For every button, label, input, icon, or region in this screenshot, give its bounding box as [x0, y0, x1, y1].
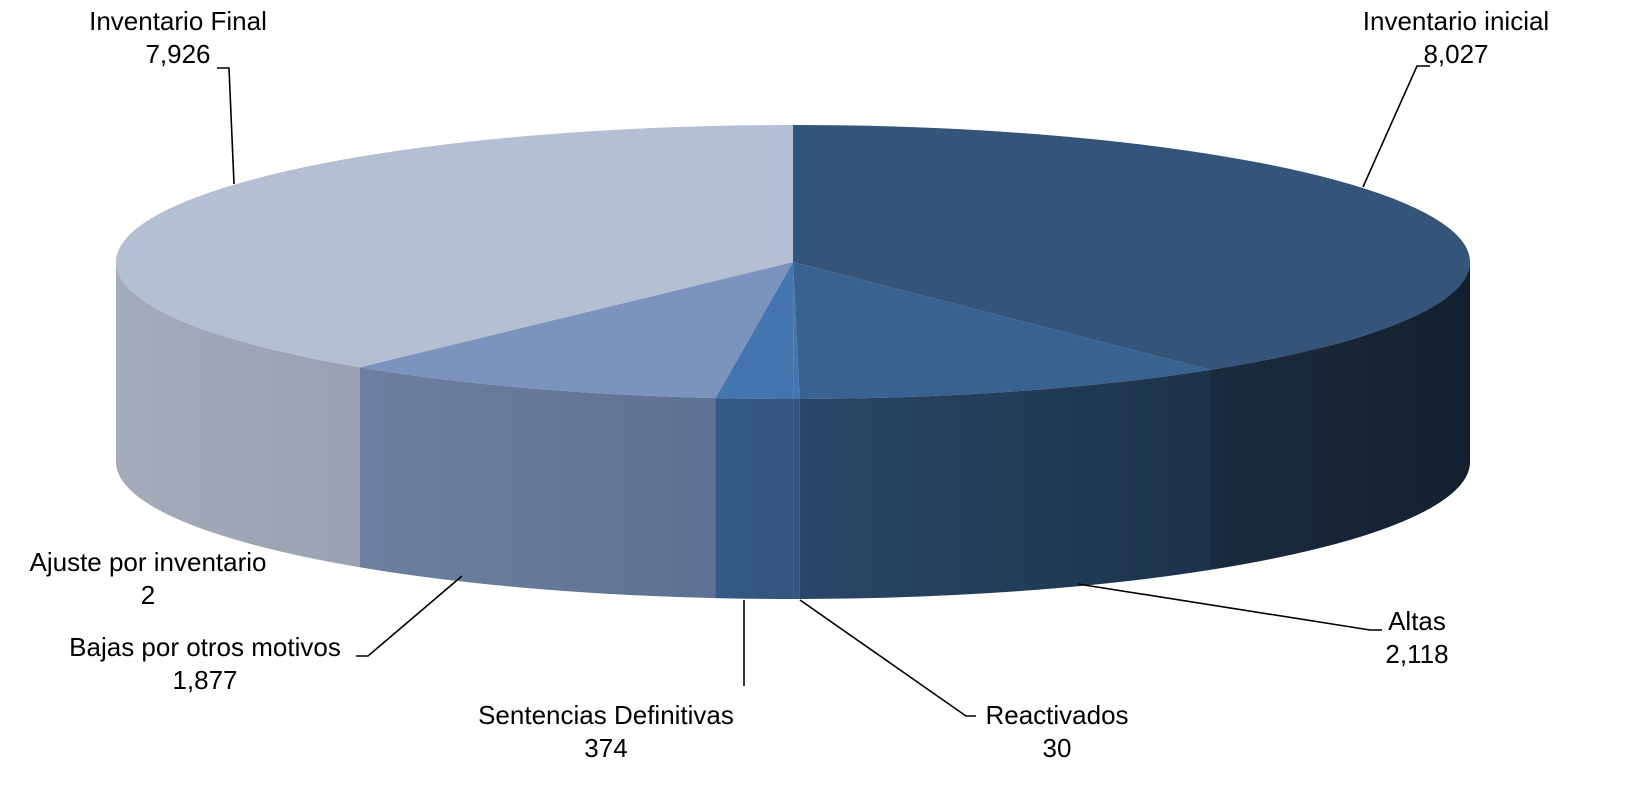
slice-altas	[793, 262, 1211, 399]
value-inventario-final: 7,926	[145, 39, 210, 69]
value-reactivados: 30	[1043, 733, 1072, 763]
label-altas: Altas	[1388, 606, 1446, 636]
slice-bajas-por-otros-motivos	[359, 262, 793, 399]
label-ajuste-por-inventario: Ajuste por inventario	[29, 547, 266, 577]
label-sentencias-definitivas: Sentencias Definitivas	[478, 700, 734, 730]
side-bajas-por-otros-motivos	[359, 367, 716, 599]
slice-reactivados	[793, 262, 800, 399]
pie-top-faces	[116, 125, 1470, 399]
leader-altas	[1077, 583, 1382, 631]
value-sentencias-definitivas: 374	[584, 733, 627, 763]
value-altas: 2,118	[1385, 639, 1448, 669]
side-reactivados	[793, 398, 800, 599]
leader-reactivados	[799, 599, 976, 717]
value-ajuste-por-inventario: 2	[141, 580, 155, 610]
slice-sentencias-definitivas	[715, 262, 794, 399]
label-inventario-final: Inventario Final	[89, 6, 267, 36]
leader-inventario-inicial	[1362, 65, 1430, 188]
leader-inventario-final	[217, 67, 235, 185]
leader-lines	[217, 65, 1430, 717]
label-bajas-por-otros-motivos: Bajas por otros motivos	[69, 632, 341, 662]
slice-ajuste-por-inventario	[359, 262, 793, 368]
label-reactivados: Reactivados	[985, 700, 1128, 730]
value-bajas-por-otros-motivos: 1,877	[172, 665, 237, 695]
side-altas	[799, 369, 1211, 599]
side-sentencias-definitivas	[715, 398, 794, 599]
label-inventario-inicial: Inventario inicial	[1363, 6, 1549, 36]
leader-bajas-por-otros-motivos	[356, 575, 463, 657]
value-inventario-inicial: 8,027	[1423, 39, 1488, 69]
slice-inventario-inicial	[793, 125, 1470, 370]
slice-inventario-final	[116, 125, 793, 368]
